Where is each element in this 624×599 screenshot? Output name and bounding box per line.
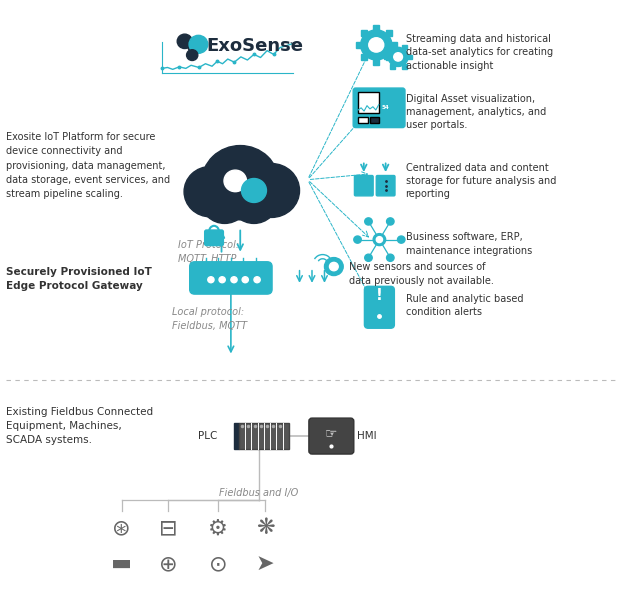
Circle shape [243, 164, 300, 217]
FancyBboxPatch shape [354, 176, 373, 196]
Circle shape [224, 170, 246, 192]
Circle shape [369, 38, 384, 52]
FancyBboxPatch shape [356, 42, 362, 48]
Text: ▬: ▬ [111, 554, 132, 574]
Circle shape [219, 277, 225, 283]
FancyBboxPatch shape [389, 45, 395, 50]
Circle shape [187, 50, 198, 60]
Circle shape [201, 178, 248, 223]
Text: IoT Protocol:
MQTT, HTTP: IoT Protocol: MQTT, HTTP [178, 240, 239, 264]
FancyBboxPatch shape [234, 423, 239, 449]
Circle shape [241, 179, 266, 202]
Circle shape [189, 35, 208, 53]
Circle shape [397, 236, 405, 243]
Circle shape [361, 30, 392, 60]
Circle shape [324, 258, 343, 276]
Text: ❋: ❋ [256, 518, 275, 539]
Circle shape [364, 254, 373, 261]
Text: ™: ™ [289, 41, 297, 50]
Text: ☞: ☞ [325, 426, 338, 441]
FancyBboxPatch shape [309, 418, 354, 454]
FancyBboxPatch shape [361, 54, 367, 60]
Text: Fieldbus and I/O: Fieldbus and I/O [219, 488, 299, 498]
Circle shape [373, 234, 386, 246]
FancyBboxPatch shape [391, 42, 397, 48]
FancyBboxPatch shape [402, 45, 407, 50]
Circle shape [376, 237, 383, 243]
Text: Digital Asset visualization,
management, analytics, and
user portals.: Digital Asset visualization, management,… [406, 94, 546, 131]
FancyBboxPatch shape [190, 262, 272, 294]
Text: Centralized data and content
storage for future analysis and
reporting: Centralized data and content storage for… [406, 163, 556, 199]
Text: 54: 54 [382, 105, 389, 110]
Circle shape [386, 254, 394, 261]
Circle shape [388, 47, 408, 66]
FancyBboxPatch shape [361, 30, 367, 36]
Circle shape [354, 236, 361, 243]
Text: PLC: PLC [198, 431, 217, 441]
FancyBboxPatch shape [407, 55, 412, 59]
Circle shape [364, 218, 373, 225]
Text: Business software, ERP,
maintenance integrations: Business software, ERP, maintenance inte… [406, 232, 532, 256]
FancyBboxPatch shape [364, 286, 394, 328]
Text: Securely Provisioned IoT
Edge Protocol Gateway: Securely Provisioned IoT Edge Protocol G… [6, 267, 152, 291]
Text: ⊙: ⊙ [209, 554, 228, 574]
Circle shape [231, 277, 237, 283]
Text: Existing Fieldbus Connected
Equipment, Machines,
SCADA systems.: Existing Fieldbus Connected Equipment, M… [6, 407, 154, 445]
FancyBboxPatch shape [373, 59, 379, 65]
Circle shape [177, 34, 192, 49]
Circle shape [242, 277, 248, 283]
Circle shape [230, 178, 278, 223]
FancyBboxPatch shape [358, 117, 368, 123]
FancyBboxPatch shape [358, 92, 379, 113]
FancyBboxPatch shape [402, 64, 407, 69]
FancyBboxPatch shape [386, 54, 392, 60]
Text: ⊕: ⊕ [159, 554, 178, 574]
Text: Local protocol:
Fieldbus, MQTT: Local protocol: Fieldbus, MQTT [172, 307, 246, 331]
Circle shape [202, 146, 279, 220]
Circle shape [329, 262, 338, 271]
Text: ExoSense: ExoSense [206, 37, 303, 55]
Circle shape [184, 167, 236, 217]
Circle shape [208, 277, 214, 283]
FancyBboxPatch shape [205, 230, 223, 246]
FancyBboxPatch shape [389, 64, 395, 69]
Text: ⊟: ⊟ [159, 518, 178, 539]
FancyBboxPatch shape [376, 176, 395, 196]
FancyBboxPatch shape [386, 30, 392, 36]
Circle shape [254, 277, 260, 283]
Text: New sensors and sources of
data previously not available.: New sensors and sources of data previous… [349, 262, 494, 286]
Text: ➤: ➤ [256, 554, 275, 574]
Text: ⚙: ⚙ [208, 518, 228, 539]
FancyBboxPatch shape [373, 25, 379, 31]
FancyBboxPatch shape [384, 55, 389, 59]
Text: Streaming data and historical
data-set analytics for creating
actionable insight: Streaming data and historical data-set a… [406, 34, 553, 71]
FancyBboxPatch shape [370, 117, 379, 123]
Circle shape [394, 53, 402, 61]
FancyBboxPatch shape [353, 88, 405, 128]
Text: Exosite IoT Platform for secure
device connectivity and
provisioning, data manag: Exosite IoT Platform for secure device c… [6, 132, 170, 199]
Text: Rule and analytic based
condition alerts: Rule and analytic based condition alerts [406, 294, 523, 317]
Text: !: ! [376, 288, 383, 304]
FancyBboxPatch shape [239, 423, 289, 449]
Circle shape [386, 218, 394, 225]
Text: ⊛: ⊛ [112, 518, 131, 539]
Text: HMI: HMI [357, 431, 376, 441]
